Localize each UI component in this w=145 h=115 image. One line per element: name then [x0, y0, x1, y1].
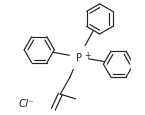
Text: Cl⁻: Cl⁻ [18, 99, 34, 108]
Text: +: + [84, 50, 90, 59]
Text: P: P [76, 53, 82, 62]
